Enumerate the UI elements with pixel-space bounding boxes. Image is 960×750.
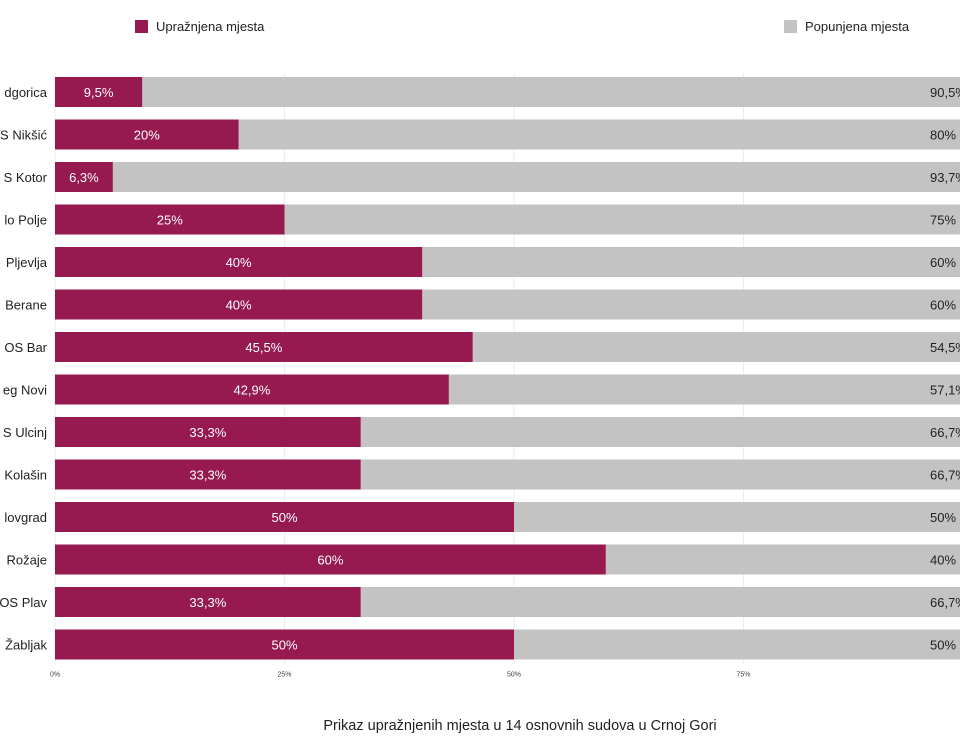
bar-filled bbox=[142, 77, 960, 107]
bar-vacant bbox=[55, 502, 514, 532]
bar-filled bbox=[238, 119, 960, 150]
data-label-vacant: 45,5% bbox=[245, 340, 282, 355]
data-label-filled: 50% bbox=[930, 638, 956, 653]
bar-vacant bbox=[55, 204, 285, 235]
bar-vacant bbox=[55, 629, 514, 660]
data-label-filled: 54,5% bbox=[930, 340, 960, 355]
bar-vacant bbox=[55, 417, 361, 447]
data-label-vacant: 40% bbox=[226, 255, 252, 270]
data-label-vacant: 20% bbox=[134, 128, 160, 143]
category-label: Kolašin bbox=[4, 468, 47, 483]
bar-filled bbox=[514, 502, 960, 532]
bar-vacant bbox=[55, 162, 113, 192]
legend-label-vacant: Upražnjena mjesta bbox=[156, 19, 265, 34]
data-label-vacant: 6,3% bbox=[69, 170, 99, 185]
data-label-filled: 60% bbox=[930, 298, 956, 313]
data-label-filled: 93,7% bbox=[930, 170, 960, 185]
data-label-filled: 60% bbox=[930, 255, 956, 270]
x-tick-label: 50% bbox=[507, 672, 521, 679]
bar-filled bbox=[360, 587, 960, 617]
category-label: Žabljak bbox=[5, 638, 47, 653]
category-label: OS Plav bbox=[0, 595, 47, 610]
category-label: Pljevlja bbox=[6, 255, 48, 270]
bar-vacant bbox=[55, 77, 143, 107]
data-label-filled: 90,5% bbox=[930, 85, 960, 100]
data-label-vacant: 60% bbox=[317, 553, 343, 568]
data-label-vacant: 50% bbox=[271, 510, 297, 525]
bar-vacant bbox=[55, 459, 361, 490]
data-label-filled: 66,7% bbox=[930, 425, 960, 440]
data-label-vacant: 25% bbox=[157, 213, 183, 228]
data-label-filled: 66,7% bbox=[930, 468, 960, 483]
data-label-vacant: 50% bbox=[271, 638, 297, 653]
data-label-filled: 75% bbox=[930, 213, 956, 228]
bar-vacant bbox=[55, 374, 449, 405]
data-label-vacant: 33,3% bbox=[189, 425, 226, 440]
legend-item-vacant: Upražnjena mjesta bbox=[135, 19, 264, 34]
stacked-bar-chart: dgorica 9,5% 90,5% S Nikšić 20% 80% S Kotor 6,3… bbox=[0, 73, 960, 679]
bar-filled bbox=[472, 332, 960, 362]
data-label-filled: 66,7% bbox=[930, 595, 960, 610]
bar-filled bbox=[448, 374, 960, 405]
x-tick-label: 25% bbox=[277, 672, 291, 679]
x-tick-label: 75% bbox=[736, 672, 750, 679]
bar-filled bbox=[360, 459, 960, 490]
data-label-filled: 80% bbox=[930, 128, 956, 143]
bar-vacant bbox=[55, 332, 473, 362]
data-label-vacant: 42,9% bbox=[233, 383, 270, 398]
category-label: S Ulcinj bbox=[3, 425, 47, 440]
data-label-filled: 50% bbox=[930, 510, 956, 525]
x-tick-label: 0% bbox=[50, 672, 60, 679]
bar-vacant bbox=[55, 289, 423, 320]
legend-item-filled: Popunjena mjesta bbox=[784, 19, 909, 34]
category-label: Rožaje bbox=[7, 553, 47, 568]
category-label: OS Bar bbox=[4, 340, 47, 355]
bar-vacant bbox=[55, 587, 361, 617]
category-label: S Kotor bbox=[4, 170, 48, 185]
bar-vacant bbox=[55, 247, 423, 277]
bar-filled bbox=[284, 204, 960, 235]
bar-filled bbox=[422, 247, 960, 277]
bar-filled bbox=[514, 629, 960, 660]
category-label: lo Polje bbox=[4, 213, 47, 228]
category-label: dgorica bbox=[4, 85, 47, 100]
category-label: Berane bbox=[5, 298, 47, 313]
data-label-vacant: 9,5% bbox=[84, 85, 114, 100]
bar-filled bbox=[360, 417, 960, 447]
category-label: S Nikšić bbox=[0, 128, 47, 143]
bar-filled bbox=[422, 289, 960, 320]
data-label-vacant: 40% bbox=[226, 298, 252, 313]
bar-filled bbox=[605, 544, 960, 575]
chart-title: Prikaz upražnjenih mjesta u 14 osnovnih … bbox=[323, 718, 717, 734]
data-label-vacant: 33,3% bbox=[189, 468, 226, 483]
data-label-filled: 57,1% bbox=[930, 383, 960, 398]
legend-swatch-filled bbox=[784, 20, 797, 33]
category-label: lovgrad bbox=[4, 510, 47, 525]
category-label: eg Novi bbox=[3, 383, 47, 398]
legend-label-filled: Popunjena mjesta bbox=[805, 19, 910, 34]
data-label-vacant: 33,3% bbox=[189, 595, 226, 610]
bar-vacant bbox=[55, 544, 606, 575]
legend-swatch-vacant bbox=[135, 20, 148, 33]
bar-filled bbox=[112, 162, 960, 192]
bar-vacant bbox=[55, 119, 239, 150]
data-label-filled: 40% bbox=[930, 553, 956, 568]
